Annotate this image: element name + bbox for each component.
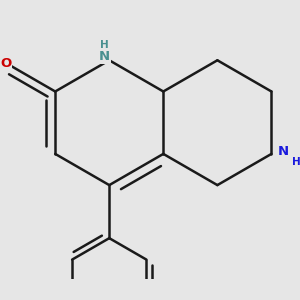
Text: O: O: [0, 57, 12, 70]
Text: N: N: [99, 50, 110, 63]
Text: H: H: [100, 40, 109, 50]
Text: N: N: [278, 146, 289, 158]
Text: H: H: [292, 157, 300, 167]
